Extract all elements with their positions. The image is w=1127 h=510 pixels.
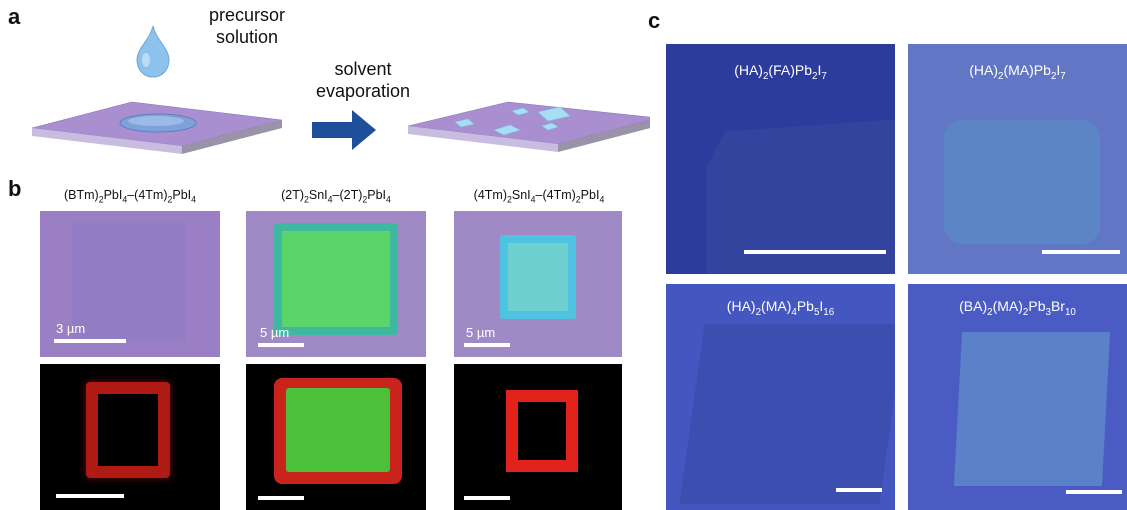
scale-label: 3 µm: [56, 321, 86, 336]
image-title: (HA)2(MA)Pb2I7: [969, 62, 1066, 82]
arrow-icon: [312, 110, 376, 150]
panel-b-letter: b: [8, 176, 22, 201]
scale-bar: [1066, 490, 1122, 494]
scale-bar: [464, 496, 510, 500]
scale-label: 5 µm: [260, 325, 290, 340]
solution-label: solution: [215, 27, 279, 47]
fluorescence-image-3: [454, 364, 622, 510]
microscope-image-2: (HA)2(MA)Pb2I7: [908, 44, 1127, 274]
image-title: (BA)2(MA)2Pb3Br10: [959, 298, 1076, 318]
scale-bar: [836, 488, 882, 492]
substrate-with-drop: [31, 101, 283, 154]
droplet-icon: [136, 25, 170, 78]
scale-bar: [56, 494, 124, 498]
caption-col-2: (2T)2SnI4–(2T)2PbI4: [281, 188, 391, 205]
substrate-with-crystals: [407, 101, 650, 152]
scale-label: 5 µm: [466, 325, 496, 340]
evaporation-label: evaporation: [315, 81, 411, 101]
panel-c-letter: c: [648, 8, 661, 33]
fluorescence-image-1: [40, 364, 220, 510]
panel-a-schematic: [31, 25, 650, 154]
fluorescence-image-2: [246, 364, 426, 510]
caption-col-3: (4Tm)2SnI4–(4Tm)2PbI4: [473, 188, 605, 205]
scale-bar: [1042, 250, 1120, 254]
microscope-image-1: (HA)2(FA)Pb2I7: [666, 44, 895, 274]
image-title: (HA)2(MA)4Pb5I16: [726, 298, 835, 318]
caption-col-1: (BTm)2PbI4–(4Tm)2PbI4: [63, 188, 197, 205]
scale-bar: [258, 343, 304, 347]
scale-bar: [54, 339, 126, 343]
solvent-label: solvent: [334, 59, 392, 79]
scale-bar: [744, 250, 886, 254]
image-title: (HA)2(FA)Pb2I7: [734, 62, 827, 82]
microscope-image-4: (BA)2(MA)2Pb3Br10: [908, 284, 1127, 510]
optical-image-1: 3 µm: [40, 211, 220, 357]
optical-image-3: 5 µm: [454, 211, 622, 357]
precursor-label: precursor: [208, 5, 286, 25]
microscope-image-3: (HA)2(MA)4Pb5I16: [666, 284, 895, 510]
scale-bar: [258, 496, 304, 500]
optical-image-2: 5 µm: [246, 211, 426, 357]
panel-a-letter: a: [8, 4, 21, 29]
scale-bar: [464, 343, 510, 347]
